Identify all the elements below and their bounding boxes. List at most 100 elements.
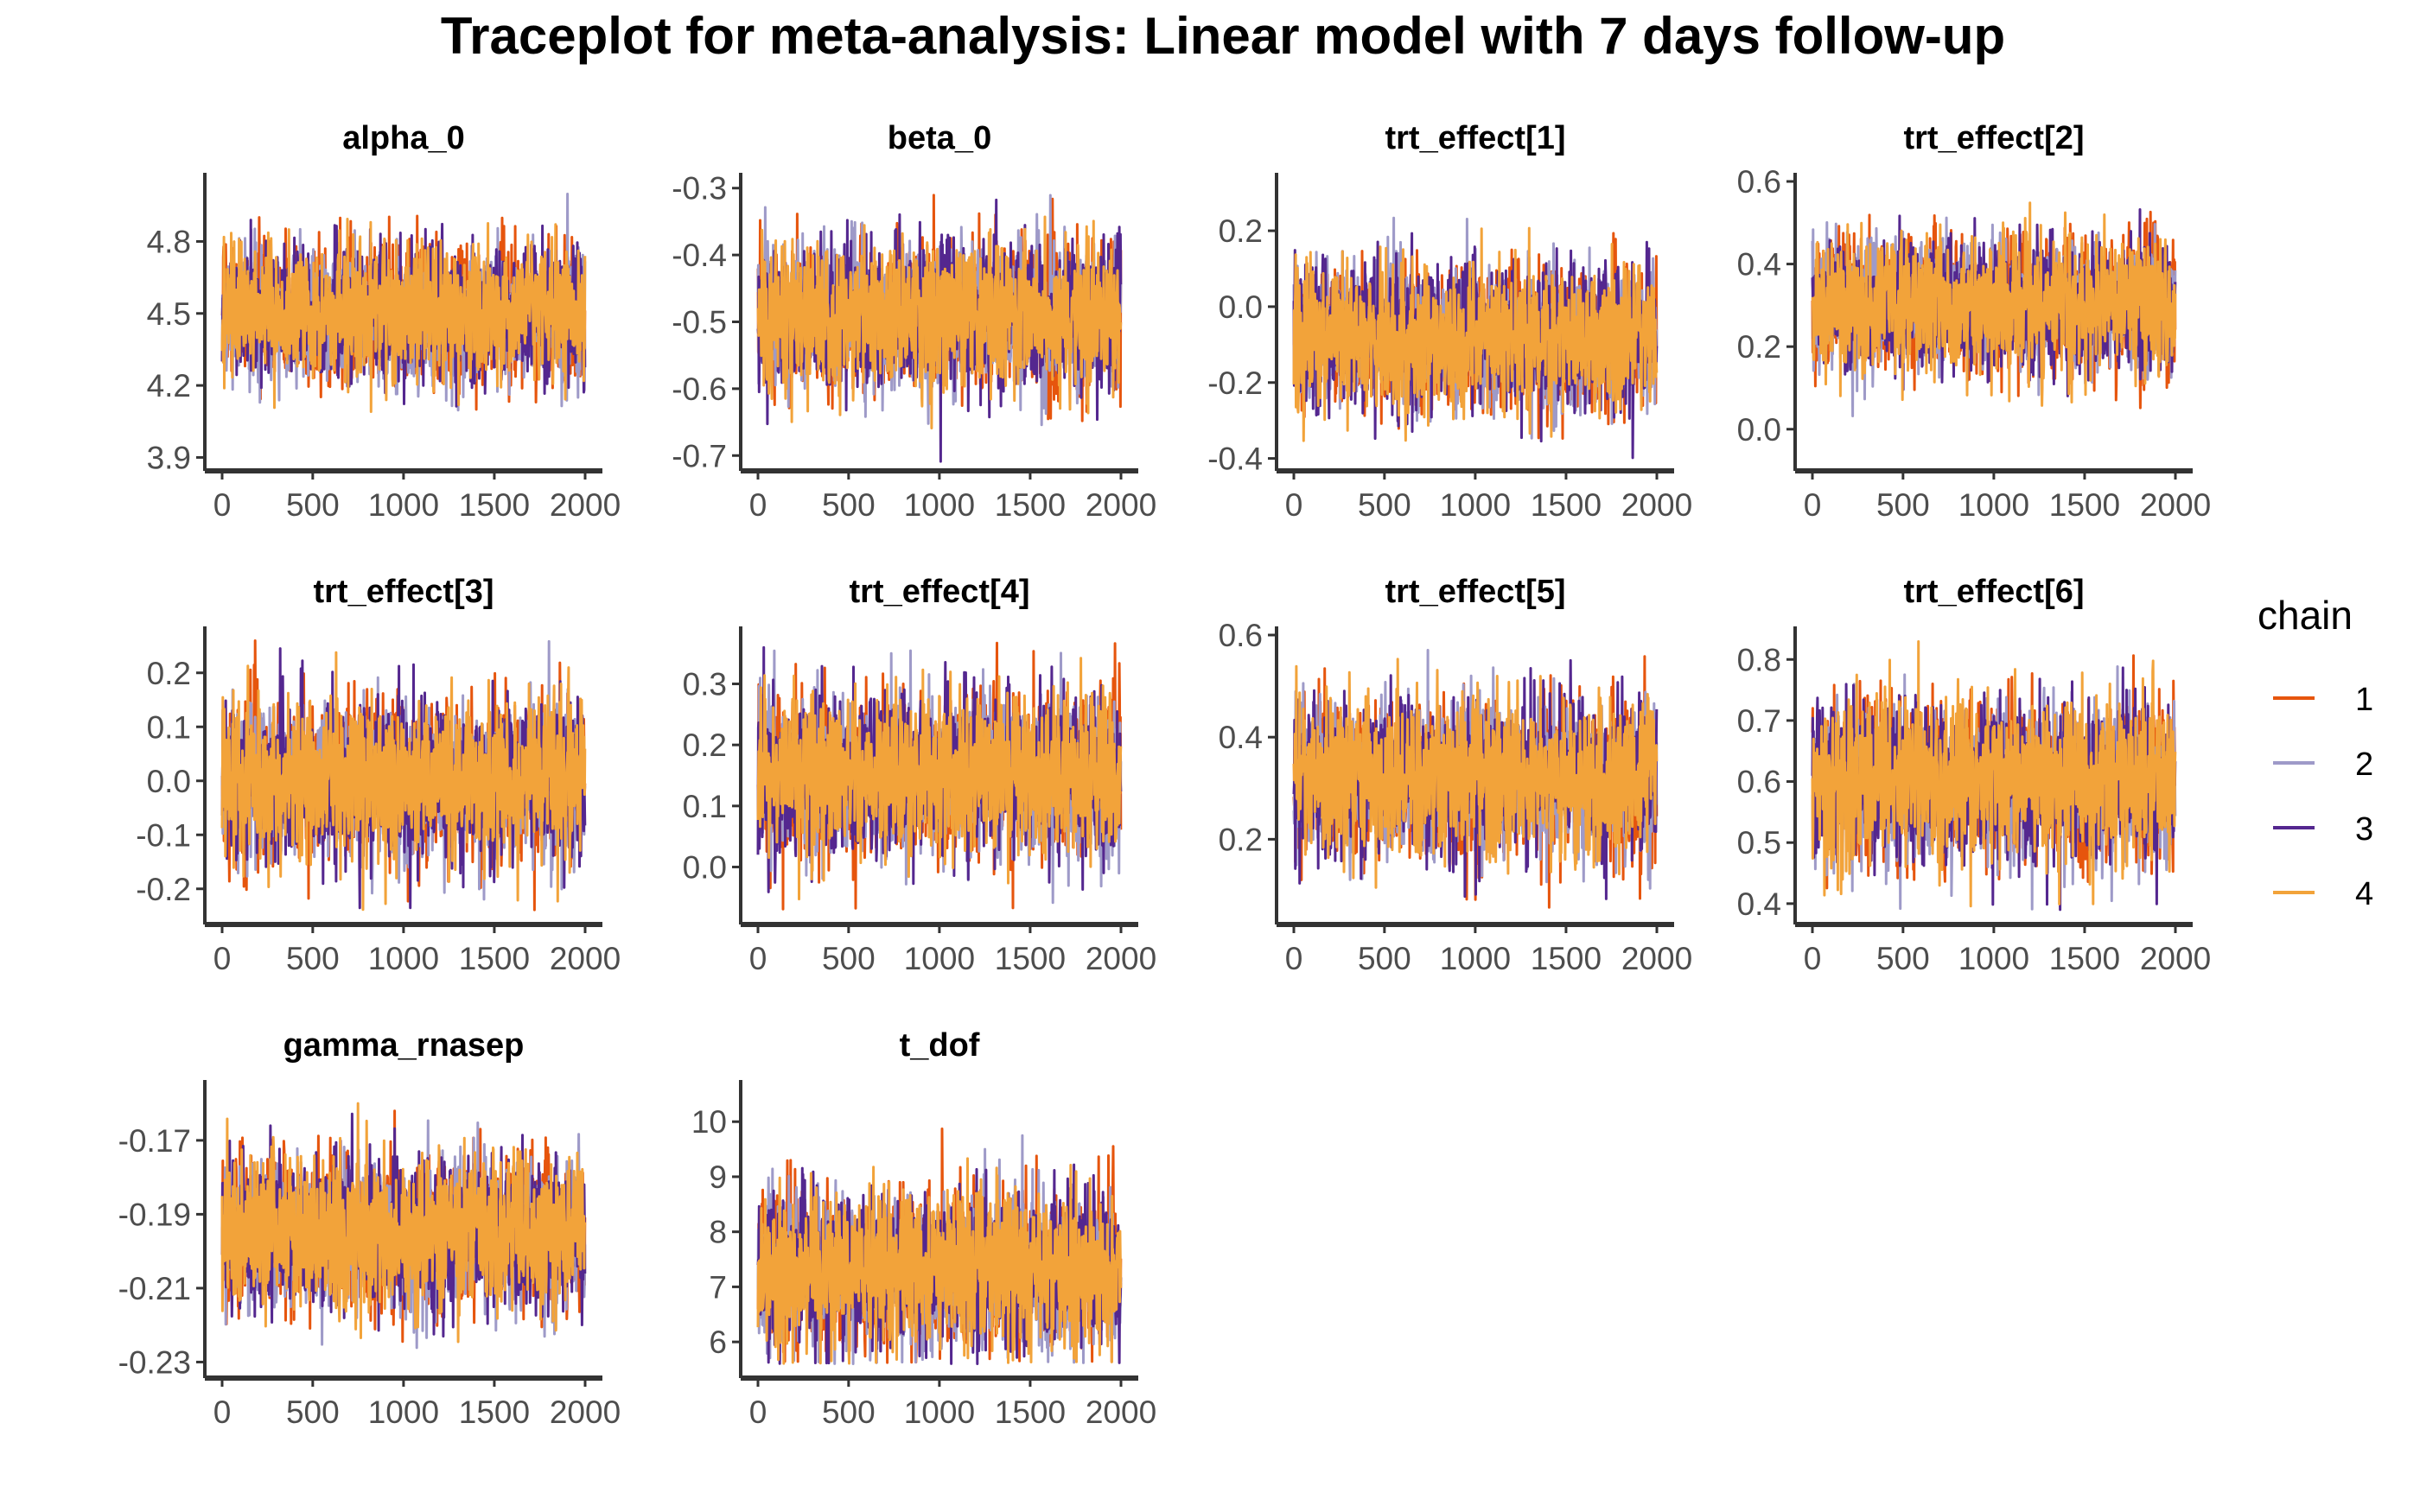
x-tick-label: 500 [286, 941, 340, 976]
y-tick-label: 4.2 [147, 368, 191, 403]
trace-chain-4 [1811, 201, 2177, 407]
x-tick-label: 1500 [459, 487, 530, 523]
panel-t-dof: t_dof 6 7 8 9 10 0 500 1000 1500 2000 [691, 1027, 1156, 1430]
panel-title: trt_effect[4] [849, 574, 1029, 610]
panel-trt-effect-3: trt_effect[3] -0.2 -0.1 0.0 0.1 0.2 0 500 1000 15… [136, 574, 621, 976]
y-tick-label: 3.9 [147, 440, 191, 475]
x-tick-label: 0 [1285, 487, 1303, 523]
legend-title: chain [2258, 593, 2353, 638]
x-tick-label: 2000 [1086, 487, 1156, 523]
panel-trt-effect-1: trt_effect[1] -0.4 -0.2 0.0 0.2 0 500 1000 1500 2… [1207, 120, 1692, 523]
trace-lines [1811, 640, 2177, 912]
y-tick-label: 8 [709, 1215, 727, 1250]
panel-title: trt_effect[1] [1385, 120, 1565, 156]
legend-entry-3: 3 [2273, 811, 2373, 848]
x-tick-label: 500 [1876, 941, 1930, 976]
x-tick-label: 2000 [550, 1394, 621, 1430]
y-tick-label: 10 [691, 1104, 727, 1140]
x-tick-label: 0 [1804, 941, 1822, 976]
y-tick-label: 0.3 [683, 667, 727, 702]
y-tick-label: 0.0 [683, 849, 727, 885]
trace-lines [220, 1102, 587, 1350]
panel-gamma-rnasep: gamma_rnasep -0.23 -0.21 -0.19 -0.17 0 500 1000… [118, 1027, 621, 1430]
x-tick-label: 500 [822, 1394, 876, 1430]
trace-chain-4 [756, 1157, 1123, 1365]
x-tick-label: 2000 [1086, 941, 1156, 976]
y-tick-label: -0.23 [118, 1344, 191, 1380]
panel-title: alpha_0 [342, 120, 465, 156]
x-tick-label: 500 [1358, 941, 1411, 976]
y-tick-label: 4.8 [147, 224, 191, 259]
trace-lines [220, 193, 587, 413]
y-tick-label: 0.4 [1737, 886, 1781, 922]
x-tick-label: 500 [822, 487, 876, 523]
x-tick-label: 1500 [995, 1394, 1066, 1430]
y-tick-label: 0.6 [1737, 765, 1781, 800]
trace-chain-4 [220, 218, 587, 413]
facet-panels: alpha_03.94.24.54.80 500 1000 1500 2000beta_… [118, 120, 2212, 1430]
x-tick-label: 0 [749, 1394, 767, 1430]
x-tick-label: 1000 [368, 1394, 439, 1430]
trace-lines [220, 639, 587, 912]
y-tick-label: 0.6 [1737, 164, 1781, 200]
y-tick-label: -0.17 [118, 1123, 191, 1159]
x-tick-label: 2000 [550, 487, 621, 523]
legend-label: 2 [2355, 746, 2373, 783]
panel-trt-effect-4: trt_effect[4] 0.0 0.1 0.2 0.3 0 500 1000 1500 200… [683, 574, 1157, 976]
x-tick-label: 2000 [1621, 941, 1692, 976]
y-tick-label: 6 [709, 1325, 727, 1360]
y-tick-label: 7 [709, 1269, 727, 1305]
trace-lines [1292, 216, 1659, 460]
x-tick-label: 1000 [1440, 487, 1511, 523]
x-tick-label: 1000 [368, 487, 439, 523]
panel-trt-effect-6: trt_effect[6] 0.4 0.5 0.6 0.7 0.8 0 500 1000 1500… [1737, 574, 2212, 976]
figure-title: Traceplot for meta-analysis: Linear mode… [441, 7, 2005, 65]
x-tick-label: 1500 [1531, 487, 1602, 523]
x-tick-label: 2000 [2140, 487, 2211, 523]
legend-entry-1: 1 [2273, 682, 2373, 718]
y-tick-label: -0.7 [672, 438, 727, 473]
x-tick-label: 500 [822, 941, 876, 976]
x-tick-label: 2000 [2140, 941, 2211, 976]
y-tick-label: -0.4 [1207, 442, 1263, 477]
x-tick-label: 1000 [368, 941, 439, 976]
y-tick-label: -0.5 [672, 305, 727, 340]
x-tick-label: 1500 [2049, 941, 2120, 976]
trace-chain-4 [1811, 640, 2177, 908]
x-tick-label: 1000 [1958, 487, 2029, 523]
y-tick-label: -0.2 [1207, 365, 1263, 401]
legend-entry-2: 2 [2273, 746, 2373, 783]
trace-chain-4 [1292, 226, 1659, 442]
x-tick-label: 0 [213, 941, 232, 976]
chain-legend: chain 1 2 3 4 [2258, 593, 2373, 912]
y-tick-label: -0.21 [118, 1271, 191, 1306]
x-tick-label: 0 [1285, 941, 1303, 976]
y-tick-label: 0.1 [683, 789, 727, 824]
legend-label: 1 [2355, 682, 2373, 718]
y-tick-label: 0.4 [1219, 720, 1263, 755]
legend-entry-4: 4 [2273, 876, 2373, 912]
y-tick-label: -0.4 [672, 238, 727, 273]
y-tick-label: -0.6 [672, 372, 727, 407]
trace-lines [756, 641, 1123, 911]
x-tick-label: 2000 [550, 941, 621, 976]
panel-title: trt_effect[5] [1385, 574, 1565, 610]
trace-chain-4 [756, 657, 1123, 901]
y-tick-label: 9 [709, 1159, 727, 1195]
x-tick-label: 1500 [1531, 941, 1602, 976]
x-tick-label: 1500 [995, 487, 1066, 523]
y-tick-label: 0.2 [683, 727, 727, 763]
x-tick-label: 0 [749, 941, 767, 976]
x-tick-label: 2000 [1086, 1394, 1156, 1430]
trace-lines [756, 1128, 1123, 1365]
legend-label: 3 [2355, 811, 2373, 848]
trace-chain-4 [220, 1102, 587, 1344]
y-tick-label: -0.2 [136, 872, 191, 907]
y-tick-label: 0.8 [1737, 642, 1781, 677]
panel-title: trt_effect[6] [1903, 574, 2084, 610]
panel-alpha-0: alpha_0 3.9 4.2 4.5 4.8 0 500 1000 1500 2000 [147, 120, 621, 523]
x-tick-label: 1000 [1440, 941, 1511, 976]
x-tick-label: 500 [1876, 487, 1930, 523]
trace-lines [756, 194, 1123, 463]
y-tick-label: 0.2 [147, 656, 191, 691]
